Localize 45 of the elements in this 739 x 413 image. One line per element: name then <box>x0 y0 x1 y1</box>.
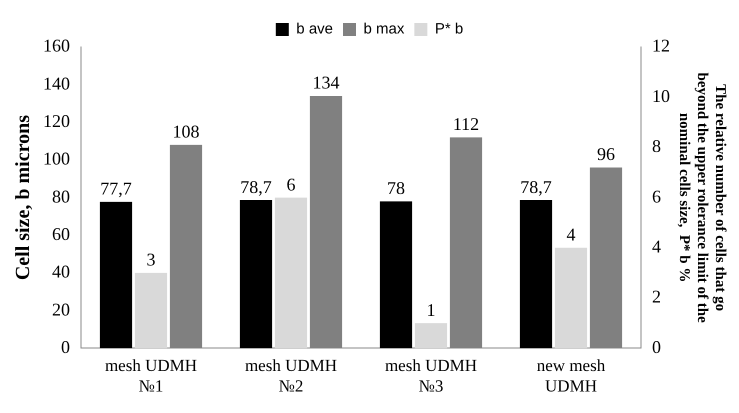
data-label: 78,7 <box>240 176 272 197</box>
bar <box>240 200 272 348</box>
bar <box>414 323 448 348</box>
legend-label: P* b <box>434 20 464 38</box>
data-label: 134 <box>312 72 340 93</box>
data-label: 96 <box>597 144 615 164</box>
y2-tick-label: 12 <box>652 36 670 56</box>
data-label: 108 <box>172 122 200 142</box>
data-label: 4 <box>566 224 576 245</box>
y-tick-label: 100 <box>43 148 70 169</box>
y-tick-label: 0 <box>61 336 70 357</box>
y-tick-label: 120 <box>43 111 70 132</box>
x-tick-label: mesh UDMH №1 <box>104 356 198 396</box>
legend-label: b max <box>364 20 405 38</box>
y2-tick-label: 6 <box>652 186 661 206</box>
bar <box>554 248 588 348</box>
x-tick-label: new mesh UDMH <box>536 356 606 396</box>
y2-tick-label: 2 <box>652 286 661 307</box>
data-label: 6 <box>286 174 296 194</box>
y2-tick-label: 4 <box>652 236 661 257</box>
y2-tick-label: 10 <box>652 86 670 106</box>
y-tick-label: 20 <box>52 299 70 320</box>
bar <box>520 200 552 348</box>
bar <box>100 202 132 348</box>
data-label: 1 <box>426 300 436 320</box>
y-tick-label: 60 <box>52 224 70 244</box>
bar <box>274 198 308 348</box>
y2-tick-label: 8 <box>652 136 661 156</box>
y2-tick-label: 0 <box>652 336 661 357</box>
y-tick-label: 140 <box>43 73 70 94</box>
data-label: 112 <box>452 114 480 134</box>
data-label: 3 <box>146 250 156 270</box>
bar <box>134 272 168 348</box>
y-axis-title: Cell size, b microns <box>12 114 34 280</box>
data-label: 78 <box>387 178 405 198</box>
y-tick-label: 80 <box>52 186 70 206</box>
y2-axis-title: The relative number of cells that go beyond the upper rolerance limit of the nominal cells size, P* b % <box>676 72 728 324</box>
y-tick-label: 160 <box>43 36 70 56</box>
data-label: 78,7 <box>520 176 552 197</box>
x-tick-label: mesh UDMH №3 <box>384 356 478 396</box>
bar <box>380 201 412 348</box>
legend-label: b ave <box>296 20 334 38</box>
x-tick-label: mesh UDMH №2 <box>244 356 338 396</box>
data-label: 77,7 <box>100 178 132 199</box>
y-tick-label: 40 <box>52 262 70 282</box>
